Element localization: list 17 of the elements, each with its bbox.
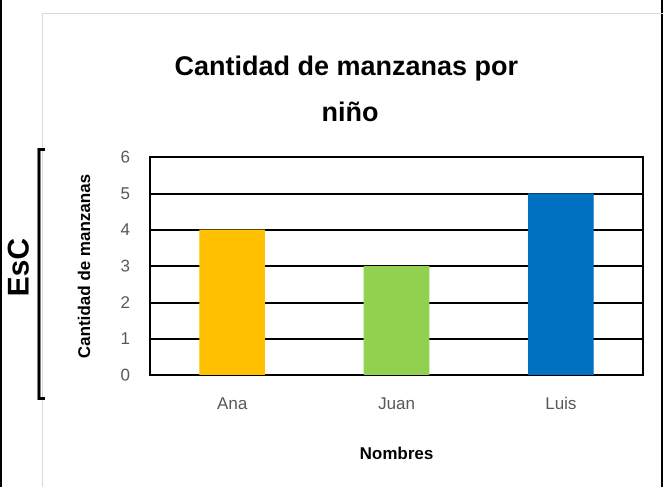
x-tick-label: Luis [545, 394, 576, 413]
y-axis-title: Cantidad de manzanas [75, 174, 94, 358]
text: EsC [2, 238, 36, 296]
bar [199, 230, 266, 375]
bar [528, 193, 594, 375]
chart-title: Cantidad de manzanas por niño [174, 51, 526, 127]
y-tick-label: 0 [120, 366, 130, 384]
y-tick-label: 3 [120, 256, 130, 276]
y-tick-label: 4 [120, 220, 130, 240]
y-tick-label: 2 [120, 292, 130, 312]
x-tick-label: Juan [378, 394, 415, 413]
bar [364, 266, 430, 375]
y-tick-label: 1 [120, 329, 130, 348]
y-tick-label: 6 [120, 148, 130, 166]
y-tick-label: 5 [120, 184, 130, 203]
x-axis-title: Nombres [360, 444, 434, 463]
x-tick-label: Ana [217, 394, 248, 413]
